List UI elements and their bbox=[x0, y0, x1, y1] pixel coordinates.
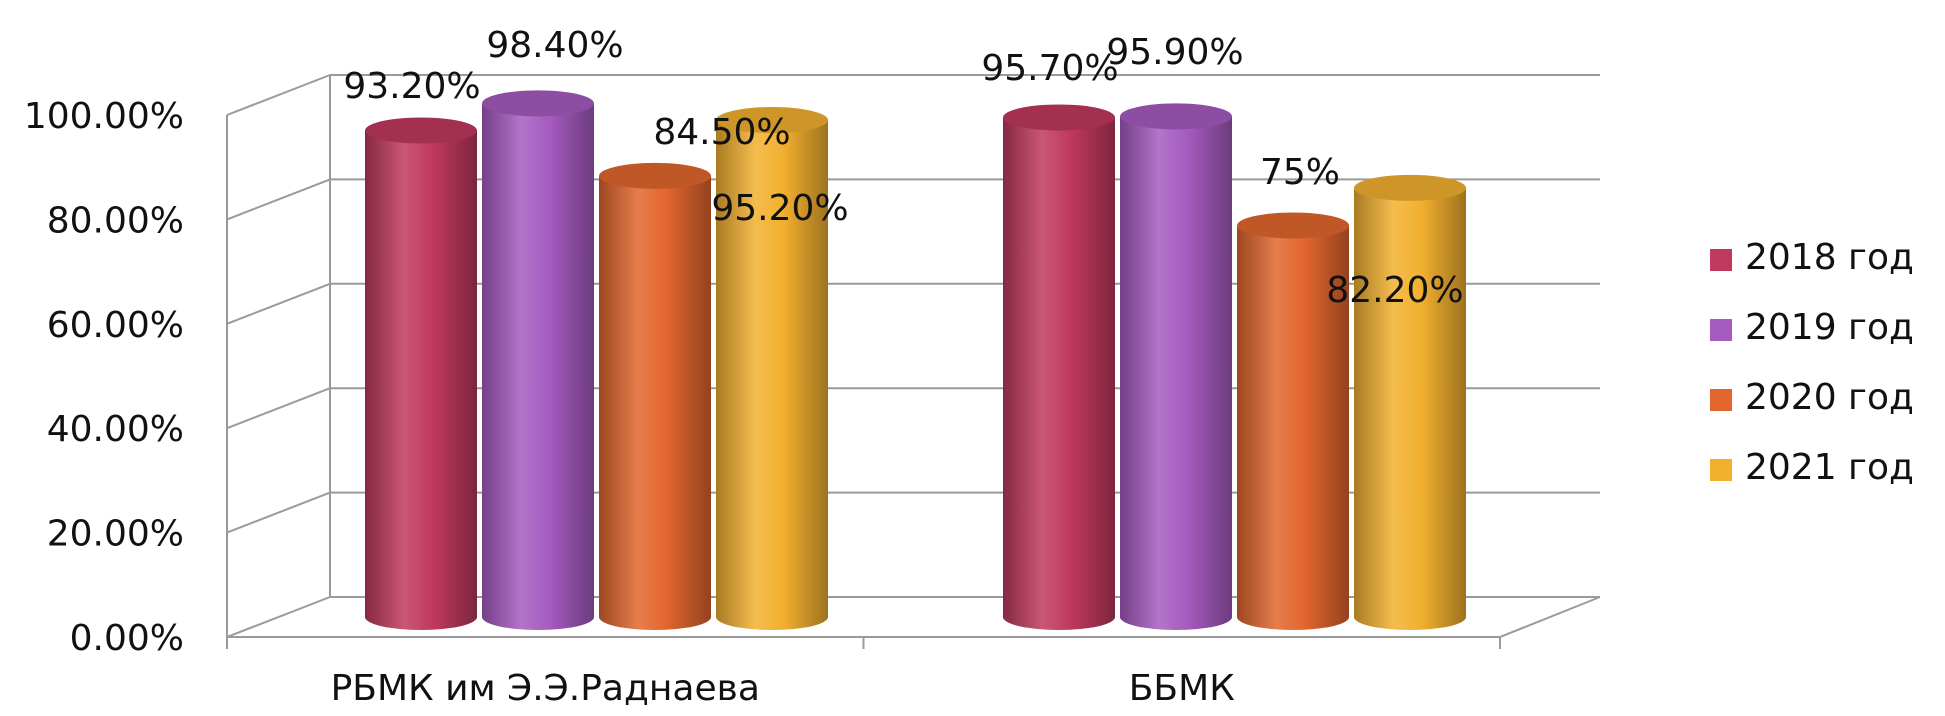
data-label: 98.40% bbox=[486, 25, 623, 66]
legend-swatch bbox=[1710, 389, 1732, 411]
legend-entry: 2018 год bbox=[1745, 237, 1914, 278]
bar-top bbox=[599, 162, 711, 189]
gridline-side bbox=[226, 74, 331, 116]
legend-entry: 2020 год bbox=[1745, 377, 1914, 418]
data-label: 84.50% bbox=[653, 112, 790, 153]
bars-layer bbox=[365, 90, 1466, 631]
data-labels-layer: 93.20%98.40% 84.50% 95.20% 95.70%95.90% 75% 8… bbox=[343, 25, 1463, 311]
bar-2020-год-1 bbox=[1237, 225, 1349, 630]
legend-swatch bbox=[1710, 319, 1732, 341]
y-tick-label: 20.00% bbox=[47, 514, 184, 555]
category-label: РБМК им Э.Э.Раднаева bbox=[331, 668, 760, 709]
gridline-side bbox=[226, 491, 331, 534]
bar-top bbox=[482, 90, 594, 117]
y-tick-label: 80.00% bbox=[47, 200, 184, 241]
bar-2018-год-1 bbox=[1003, 117, 1115, 631]
legend-entry: 2021 год bbox=[1745, 447, 1914, 488]
bar-2021-год-0 bbox=[716, 120, 828, 630]
gridline-side bbox=[226, 178, 331, 221]
bar-top bbox=[1120, 103, 1232, 130]
bar-2019-год-1 bbox=[1120, 116, 1232, 631]
data-label: 95.70% bbox=[981, 48, 1118, 89]
y-tick-label: 0.00% bbox=[70, 618, 184, 659]
data-label: 82.20% bbox=[1326, 270, 1463, 311]
data-label: 93.20% bbox=[343, 66, 480, 107]
axis-layer: 0.00% 20.00% 40.00% 60.00% 80.00% 100.00% РБМК… bbox=[24, 96, 1501, 709]
gridline-side bbox=[226, 596, 331, 638]
legend: 2018 год 2019 год 2020 год 2021 год bbox=[1710, 237, 1914, 488]
bar-top bbox=[365, 117, 477, 144]
legend-swatch bbox=[1710, 459, 1732, 481]
gridline-side bbox=[226, 387, 331, 430]
data-label: 95.90% bbox=[1106, 32, 1243, 73]
data-label: 95.20% bbox=[711, 188, 848, 229]
bar-2021-год-1 bbox=[1354, 187, 1466, 630]
y-tick-label: 100.00% bbox=[24, 96, 184, 137]
bar-2020-год-0 bbox=[599, 175, 711, 630]
gridline-side bbox=[226, 282, 331, 325]
data-label: 75% bbox=[1260, 152, 1340, 193]
bar-2018-год-0 bbox=[365, 130, 477, 630]
legend-entry: 2019 год bbox=[1745, 307, 1914, 348]
bar-top bbox=[716, 107, 828, 134]
y-tick-label: 40.00% bbox=[47, 409, 184, 450]
y-tick-label: 60.00% bbox=[47, 305, 184, 346]
category-label: ББМК bbox=[1129, 668, 1235, 709]
bar-top bbox=[1003, 104, 1115, 131]
legend-swatch bbox=[1710, 249, 1732, 271]
bar-top bbox=[1354, 174, 1466, 201]
bar-top bbox=[1237, 212, 1349, 239]
floor-right-edge bbox=[1499, 596, 1601, 638]
bar-2019-год-0 bbox=[482, 103, 594, 631]
